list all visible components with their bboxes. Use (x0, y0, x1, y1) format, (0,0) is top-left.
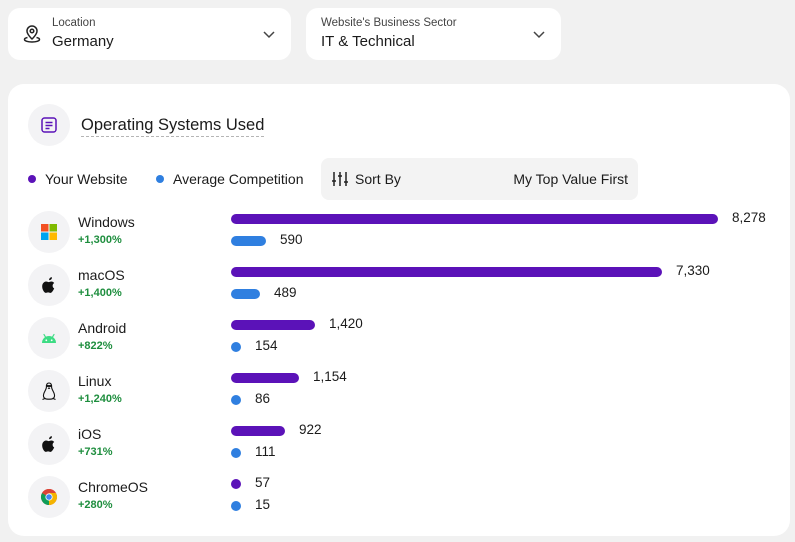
os-name: macOS (78, 267, 125, 283)
card-title[interactable]: Operating Systems Used (81, 115, 265, 137)
average-competition-value: 86 (255, 391, 271, 406)
location-pin-icon (23, 25, 41, 43)
your-website-bar[interactable] (231, 373, 299, 383)
os-row-ios: iOS +731% 922 111 (8, 421, 790, 474)
android-icon (42, 333, 56, 343)
your-website-bar[interactable] (231, 426, 285, 436)
average-competition-value: 111 (255, 444, 276, 459)
os-change-percent: +1,400% (78, 287, 122, 299)
your-website-value: 8,278 (732, 210, 766, 225)
os-row-windows: Windows +1,300% 8,278 590 (8, 209, 790, 262)
business-sector-filter[interactable]: Website's Business Sector IT & Technical (306, 8, 561, 60)
average-competition-bar[interactable] (231, 501, 241, 511)
title-icon-badge (28, 104, 70, 146)
average-competition-bar[interactable] (231, 289, 260, 299)
os-change-percent: +822% (78, 340, 113, 352)
os-name: iOS (78, 426, 102, 442)
legend-label-yours: Your Website (45, 171, 128, 187)
os-row-android: Android +822% 1,420 154 (8, 315, 790, 368)
os-name: ChromeOS (78, 479, 149, 495)
your-website-value: 922 (299, 422, 322, 437)
sort-value: My Top Value First (513, 171, 628, 187)
apple-icon (42, 277, 55, 293)
document-list-icon (41, 117, 57, 133)
sliders-icon (332, 172, 348, 186)
os-icon-badge (28, 476, 70, 518)
os-icon-badge (28, 370, 70, 412)
chevron-down-icon (263, 31, 275, 39)
your-website-value: 1,420 (329, 316, 363, 331)
os-icon-badge (28, 264, 70, 306)
average-competition-bar[interactable] (231, 448, 241, 458)
your-website-bar[interactable] (231, 214, 718, 224)
windows-icon (41, 224, 57, 240)
os-change-percent: +1,240% (78, 393, 122, 405)
os-change-percent: +280% (78, 499, 113, 511)
os-row-linux: Linux +1,240% 1,154 86 (8, 368, 790, 421)
os-icon-badge (28, 317, 70, 359)
your-website-value: 7,330 (676, 263, 710, 278)
operating-systems-card: Operating Systems Used Your Website Aver… (8, 84, 790, 536)
legend-label-average: Average Competition (173, 171, 304, 187)
average-competition-value: 489 (274, 285, 297, 300)
your-website-bar[interactable] (231, 479, 241, 489)
os-name: Windows (78, 214, 135, 230)
legend-your-website: Your Website (28, 170, 128, 188)
os-name: Android (78, 320, 127, 336)
your-website-bar[interactable] (231, 267, 662, 277)
os-row-macos: macOS +1,400% 7,330 489 (8, 262, 790, 315)
legend-dot-yours (28, 175, 36, 183)
chrome-icon (40, 488, 58, 505)
average-competition-value: 590 (280, 232, 303, 247)
os-icon-badge (28, 211, 70, 253)
average-competition-bar[interactable] (231, 236, 266, 246)
os-name: Linux (78, 373, 112, 389)
os-change-percent: +731% (78, 446, 113, 458)
location-value: Germany (52, 33, 114, 50)
average-competition-value: 15 (255, 497, 271, 512)
linux-icon (42, 381, 56, 400)
your-website-bar[interactable] (231, 320, 315, 330)
average-competition-value: 154 (255, 338, 278, 353)
your-website-value: 57 (255, 475, 271, 490)
sector-label: Website's Business Sector (321, 17, 457, 29)
location-filter[interactable]: Location Germany (8, 8, 291, 60)
os-change-percent: +1,300% (78, 234, 122, 246)
sort-by-dropdown[interactable]: Sort By My Top Value First (321, 158, 638, 200)
legend-dot-average (156, 175, 164, 183)
legend-average-competition: Average Competition (156, 170, 303, 188)
os-row-chromeos: ChromeOS +280% 57 15 (8, 474, 790, 527)
sort-label: Sort By (355, 171, 401, 187)
average-competition-bar[interactable] (231, 342, 241, 352)
your-website-value: 1,154 (313, 369, 347, 384)
average-competition-bar[interactable] (231, 395, 241, 405)
chevron-down-icon (533, 31, 545, 39)
location-label: Location (52, 17, 96, 29)
os-icon-badge (28, 423, 70, 465)
sector-value: IT & Technical (321, 33, 415, 50)
apple-icon (42, 436, 55, 452)
